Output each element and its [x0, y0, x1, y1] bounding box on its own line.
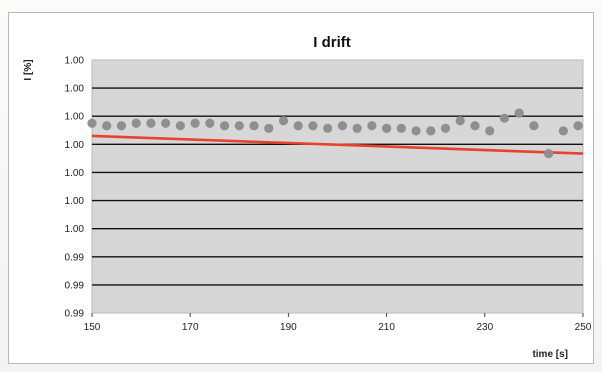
y-tick-label-8: 0.99 — [65, 280, 85, 291]
x-tick-label-2: 190 — [280, 322, 297, 333]
data-point-7 — [190, 118, 200, 128]
data-point-32 — [558, 126, 568, 136]
data-point-33 — [573, 121, 583, 131]
data-point-29 — [514, 108, 524, 118]
data-point-28 — [499, 113, 510, 123]
y-tick-label-5: 1.00 — [65, 196, 85, 207]
data-point-9 — [219, 121, 230, 131]
data-point-21 — [396, 123, 406, 133]
y-tick-label-6: 1.00 — [65, 224, 85, 235]
data-point-6 — [175, 121, 185, 131]
data-point-15 — [308, 121, 318, 131]
x-tick-label-5: 250 — [575, 322, 592, 333]
y-tick-label-9: 0.99 — [65, 309, 85, 320]
y-tick-label-4: 1.00 — [65, 168, 85, 179]
data-point-16 — [323, 123, 333, 133]
data-point-20 — [382, 123, 392, 133]
x-tick-label-4: 230 — [476, 322, 493, 333]
y-tick-label-2: 1.00 — [65, 112, 85, 123]
chart-title: I drift — [313, 34, 351, 51]
data-point-22 — [411, 126, 421, 136]
y-tick-label-7: 0.99 — [65, 252, 85, 263]
data-point-25 — [455, 116, 465, 126]
y-tick-label-0: 1.00 — [65, 56, 85, 67]
data-point-31 — [544, 149, 554, 159]
data-points — [87, 108, 583, 159]
data-point-5 — [161, 118, 171, 128]
x-axis-label: time [s] — [532, 349, 568, 360]
data-point-19 — [367, 121, 377, 131]
data-point-26 — [470, 121, 480, 131]
data-point-23 — [426, 126, 436, 136]
y-axis-ticks: 1.00 1.00 1.00 1.00 1.00 1.00 1.00 0.99 0.99 0.99 — [65, 56, 85, 320]
data-point-18 — [352, 123, 362, 133]
x-tick-label-1: 170 — [182, 322, 199, 333]
x-tick-label-3: 210 — [378, 322, 395, 333]
y-tick-label-3: 1.00 — [65, 140, 85, 151]
y-axis-label: I [%] — [23, 59, 34, 80]
data-point-3 — [131, 118, 141, 128]
data-point-1 — [102, 121, 112, 131]
trend-line — [91, 134, 584, 155]
plot-area — [91, 59, 584, 314]
trend-line-segment — [91, 134, 584, 155]
x-axis-ticks: 150 170 190 210 230 250 — [84, 313, 592, 333]
data-point-4 — [146, 118, 156, 128]
data-point-13 — [278, 116, 289, 126]
data-point-10 — [234, 121, 244, 131]
data-point-24 — [440, 123, 451, 133]
data-point-12 — [264, 123, 274, 133]
data-point-2 — [116, 121, 127, 131]
data-point-8 — [205, 118, 215, 128]
data-point-27 — [485, 126, 495, 136]
data-point-30 — [529, 121, 539, 131]
data-point-17 — [337, 121, 348, 131]
data-point-11 — [249, 121, 259, 131]
data-point-0 — [87, 118, 97, 128]
x-tick-label-0: 150 — [84, 322, 101, 333]
y-tick-label-1: 1.00 — [65, 84, 85, 95]
data-point-14 — [293, 121, 303, 131]
